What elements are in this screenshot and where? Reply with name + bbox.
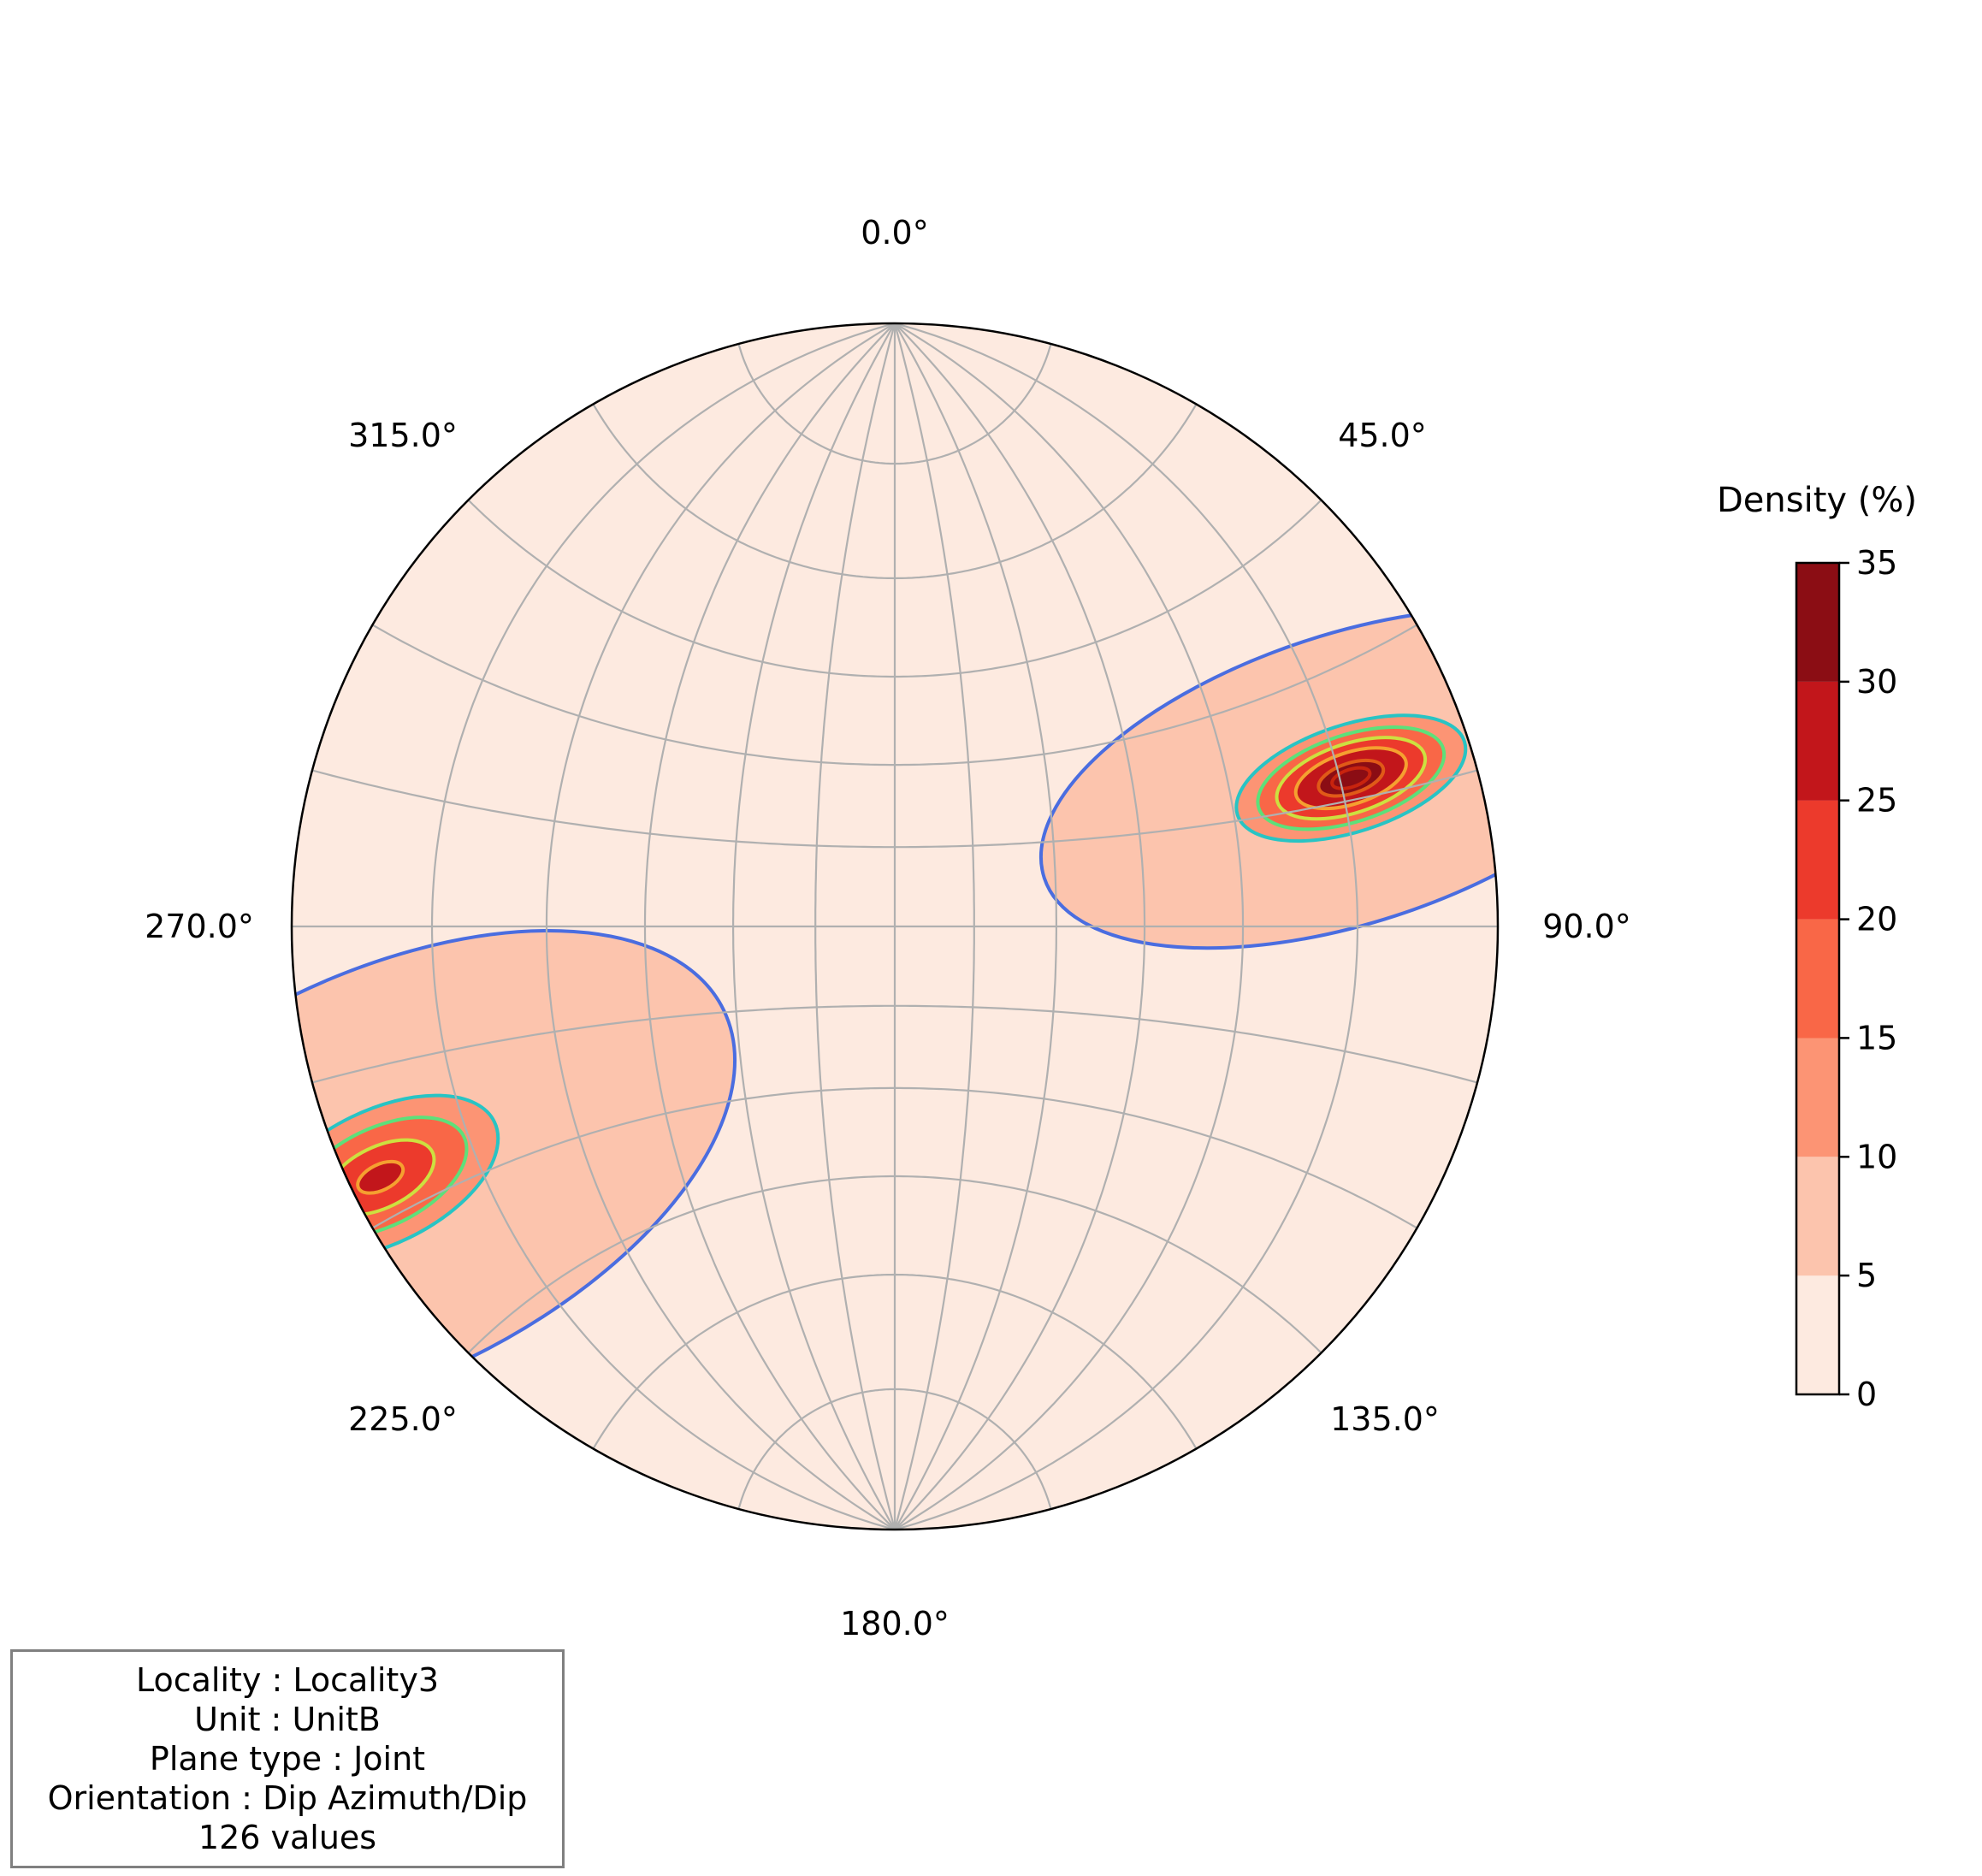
grid-meridian bbox=[430, 323, 896, 1530]
grid-meridian bbox=[894, 323, 1146, 1530]
density-contour bbox=[1293, 746, 1408, 811]
density-contour bbox=[1234, 713, 1468, 843]
colorbar-tick-label: 10 bbox=[1856, 1138, 1897, 1175]
grid-meridian bbox=[894, 323, 1245, 1530]
stereonet bbox=[290, 322, 1500, 1531]
colorbar-tick-label: 20 bbox=[1856, 901, 1897, 938]
density-contour bbox=[292, 1093, 500, 1262]
azimuth-label-135: 135.0° bbox=[1330, 1400, 1440, 1438]
azimuth-label-90: 90.0° bbox=[1542, 908, 1631, 945]
azimuth-label-180: 180.0° bbox=[840, 1605, 950, 1642]
azimuth-labels: 0.0° 45.0° 90.0° 135.0° 180.0° 225.0° 27… bbox=[145, 214, 1631, 1642]
primitive-circle bbox=[290, 322, 1500, 1531]
colorbar-tick-label: 5 bbox=[1856, 1257, 1877, 1294]
colorbar-frame bbox=[1795, 561, 1841, 1396]
colorbar-band bbox=[1796, 1275, 1839, 1394]
density-contour bbox=[356, 1159, 405, 1195]
colorbar-tick-label: 15 bbox=[1856, 1019, 1897, 1056]
colorbar-band bbox=[1796, 563, 1839, 682]
azimuth-label-0: 0.0° bbox=[861, 214, 928, 252]
density-cluster-lines bbox=[1038, 607, 1498, 950]
density-contour bbox=[1275, 736, 1428, 821]
colorbar-tick-label: 25 bbox=[1856, 782, 1897, 820]
density-contour bbox=[1330, 766, 1372, 790]
grid-meridian bbox=[814, 323, 896, 1530]
azimuth-label-225: 225.0° bbox=[348, 1400, 458, 1438]
grid-meridian bbox=[643, 323, 896, 1530]
density-contour bbox=[1256, 725, 1447, 831]
grid-meridian bbox=[894, 323, 1359, 1530]
density-contour bbox=[1316, 758, 1386, 798]
azimuth-label-270: 270.0° bbox=[145, 908, 254, 945]
grid-meridian bbox=[731, 323, 896, 1530]
colorbar: Density (%) 0 5 10 15 20 25 30 35 bbox=[1717, 481, 1917, 1413]
colorbar-title: Density (%) bbox=[1717, 481, 1917, 520]
colorbar-tick-label: 35 bbox=[1856, 544, 1897, 582]
azimuth-label-45: 45.0° bbox=[1338, 417, 1427, 454]
density-contour bbox=[1038, 607, 1498, 950]
grid-meridian bbox=[893, 323, 975, 1530]
azimuth-label-315: 315.0° bbox=[348, 417, 458, 454]
grid-meridian bbox=[545, 323, 896, 1530]
info-orientation: Orientation : Dip Azimuth/Dip bbox=[47, 1779, 528, 1817]
grid-meridian bbox=[894, 323, 1058, 1530]
stereonet-grid bbox=[292, 323, 1498, 1530]
colorbar-band bbox=[1796, 800, 1839, 920]
colorbar-band bbox=[1796, 1157, 1839, 1276]
info-plane-type: Plane type : Joint bbox=[149, 1740, 426, 1778]
colorbar-ticks: 0 5 10 15 20 25 30 35 bbox=[1839, 544, 1897, 1413]
colorbar-band bbox=[1796, 919, 1839, 1039]
colorbar-tick-label: 30 bbox=[1856, 663, 1897, 701]
info-count: 126 values bbox=[198, 1819, 377, 1856]
colorbar-bands bbox=[1796, 563, 1839, 1394]
info-unit: Unit : UnitB bbox=[194, 1701, 381, 1738]
info-locality: Locality : Locality3 bbox=[135, 1661, 439, 1699]
info-box: Locality : Locality3 Unit : UnitB Plane … bbox=[10, 1649, 565, 1868]
colorbar-tick-label: 0 bbox=[1856, 1376, 1877, 1413]
colorbar-band bbox=[1796, 681, 1839, 801]
colorbar-band bbox=[1796, 1038, 1839, 1157]
